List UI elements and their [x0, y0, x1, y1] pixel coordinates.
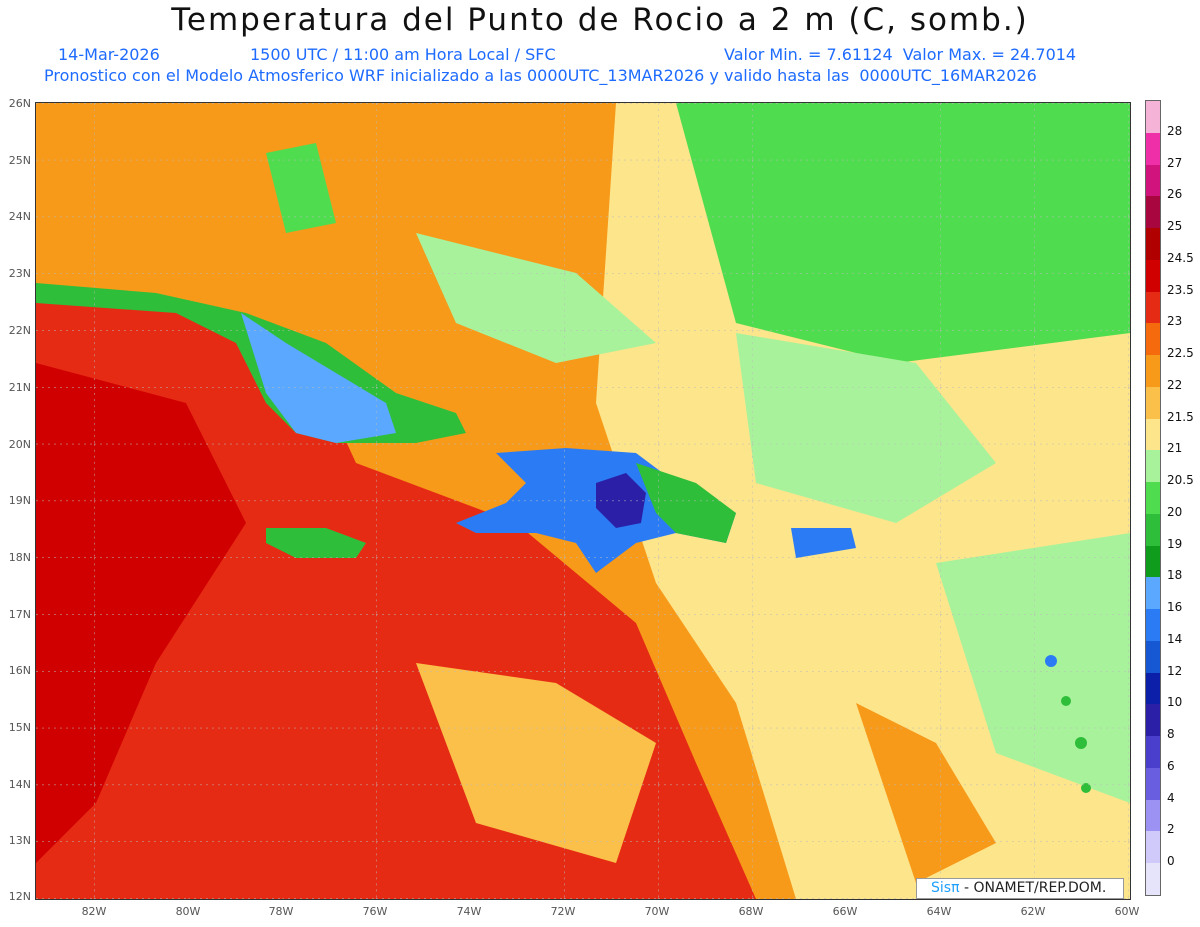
credit-brand: Sisπ: [931, 880, 960, 896]
lon-label: 80W: [175, 905, 201, 918]
colorbar-swatch: [1146, 259, 1160, 293]
colorbar-level-label: 16: [1167, 600, 1183, 615]
lat-label: 22N: [8, 324, 31, 337]
colorbar-swatch: [1146, 799, 1160, 832]
colorbar-level-label: 21.5: [1167, 409, 1194, 424]
colorbar-swatch: [1146, 545, 1160, 578]
lon-label: 72W: [550, 905, 576, 918]
colorbar-swatch: [1146, 863, 1160, 896]
lon-label: 60W: [1114, 905, 1140, 918]
colorbar-level-label: 18: [1167, 568, 1183, 583]
colorbar-swatch: [1146, 672, 1160, 705]
colorbar-level-label: 2: [1167, 822, 1175, 837]
lat-label: 19N: [8, 494, 31, 507]
lat-label: 18N: [8, 551, 31, 564]
lon-label: 78W: [268, 905, 294, 918]
colorbar-level-label: 28: [1167, 123, 1183, 138]
dewpoint-map: [35, 102, 1131, 900]
colorbar-level-label: 25: [1167, 219, 1183, 234]
colorbar: [1145, 100, 1161, 896]
lat-label: 23N: [8, 267, 31, 280]
lat-label: 15N: [8, 721, 31, 734]
lon-label: 66W: [832, 905, 858, 918]
colorbar-level-label: 27: [1167, 155, 1183, 170]
lon-label: 68W: [738, 905, 764, 918]
lat-label: 12N: [8, 890, 31, 903]
lat-label: 17N: [8, 608, 31, 621]
lat-label: 26N: [8, 97, 31, 110]
lat-label: 24N: [8, 210, 31, 223]
credit-text: - ONAMET/REP.DOM.: [959, 880, 1107, 896]
colorbar-swatch: [1146, 577, 1160, 610]
forecast-time: 1500 UTC / 11:00 am Hora Local / SFC: [250, 45, 556, 64]
colorbar-swatch: [1146, 736, 1160, 769]
model-info: Pronostico con el Modelo Atmosferico WRF…: [44, 66, 1037, 85]
colorbar-swatch: [1146, 450, 1160, 483]
colorbar-swatch: [1146, 831, 1160, 864]
colorbar-level-label: 8: [1167, 727, 1175, 742]
colorbar-level-label: 26: [1167, 187, 1183, 202]
lat-label: 20N: [8, 438, 31, 451]
lon-label: 64W: [926, 905, 952, 918]
lon-label: 74W: [456, 905, 482, 918]
colorbar-swatch: [1146, 482, 1160, 515]
lat-label: 14N: [8, 778, 31, 791]
map-canvas: [36, 103, 1130, 899]
colorbar-swatch: [1146, 513, 1160, 547]
colorbar-level-label: 12: [1167, 663, 1183, 678]
chart-title: Temperatura del Punto de Rocio a 2 m (C,…: [171, 2, 1029, 38]
colorbar-swatch: [1146, 101, 1160, 134]
lon-label: 62W: [1020, 905, 1046, 918]
colorbar-level-label: 23: [1167, 314, 1183, 329]
credit-box: Sisπ - ONAMET/REP.DOM.: [916, 878, 1124, 899]
colorbar-swatch: [1146, 418, 1160, 451]
colorbar-level-label: 20.5: [1167, 473, 1194, 488]
colorbar-swatch: [1146, 609, 1160, 642]
colorbar-level-label: 4: [1167, 790, 1175, 805]
value-range: Valor Min. = 7.61124 Valor Max. = 24.701…: [724, 45, 1077, 64]
colorbar-swatch: [1146, 355, 1160, 388]
colorbar-swatch: [1146, 164, 1160, 197]
colorbar-level-label: 10: [1167, 695, 1183, 710]
colorbar-swatch: [1146, 386, 1160, 420]
lat-label: 25N: [8, 154, 31, 167]
colorbar-level-label: 22: [1167, 377, 1183, 392]
colorbar-level-label: 14: [1167, 631, 1183, 646]
lat-label: 21N: [8, 381, 31, 394]
colorbar-swatch: [1146, 132, 1160, 165]
lon-label: 82W: [81, 905, 107, 918]
colorbar-swatch: [1146, 228, 1160, 261]
colorbar-swatch: [1146, 196, 1160, 229]
lon-label: 76W: [362, 905, 388, 918]
lat-label: 16N: [8, 664, 31, 677]
lon-label: 70W: [644, 905, 670, 918]
colorbar-swatch: [1146, 640, 1160, 674]
colorbar-level-label: 23.5: [1167, 282, 1194, 297]
colorbar-level-label: 20: [1167, 504, 1183, 519]
colorbar-level-label: 24.5: [1167, 250, 1194, 265]
forecast-date: 14-Mar-2026: [58, 45, 160, 64]
colorbar-swatch: [1146, 767, 1160, 801]
colorbar-level-label: 21: [1167, 441, 1183, 456]
colorbar-level-label: 0: [1167, 854, 1175, 869]
colorbar-level-label: 6: [1167, 758, 1175, 773]
lat-label: 13N: [8, 834, 31, 847]
colorbar-level-label: 22.5: [1167, 346, 1194, 361]
colorbar-swatch: [1146, 704, 1160, 737]
colorbar-swatch: [1146, 323, 1160, 356]
colorbar-swatch: [1146, 291, 1160, 324]
colorbar-level-label: 19: [1167, 536, 1183, 551]
